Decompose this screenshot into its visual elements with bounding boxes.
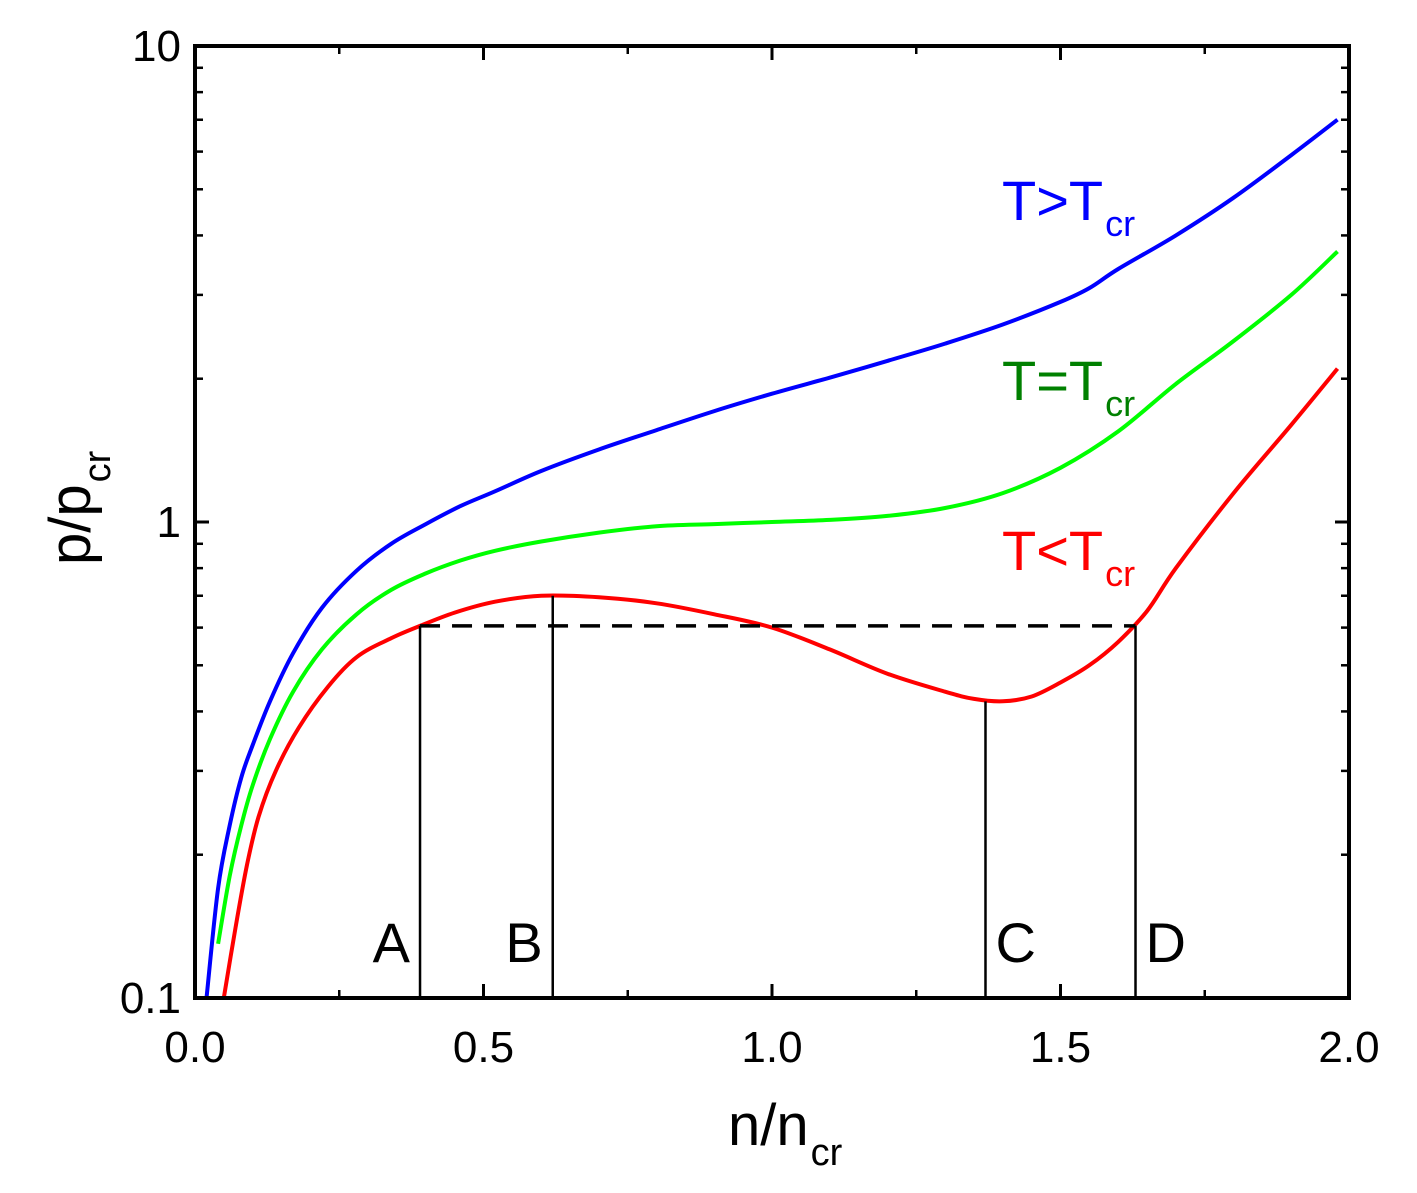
- series-t-below-tcr-line: [221, 367, 1340, 999]
- x-axis-title-main: n/n: [728, 1093, 809, 1158]
- y-tick-label: 1: [157, 498, 181, 547]
- x-axis-title-sub: cr: [811, 1132, 843, 1174]
- plot-area: [204, 118, 1340, 999]
- series-t-below-tcr-label: T<Tcr: [1002, 519, 1135, 594]
- y-axis-title-main: p/p: [38, 484, 103, 565]
- series-t-below-tcr-label-sub: cr: [1105, 553, 1135, 594]
- y-axis-title-sub: cr: [77, 450, 119, 482]
- marker-label-c: C: [995, 911, 1035, 974]
- series-t-equal-tcr-label-main: T=T: [1002, 349, 1103, 412]
- x-tick-label: 0.5: [453, 1023, 514, 1072]
- series-t-above-tcr-label: T>Tcr: [1002, 169, 1135, 244]
- x-tick-label: 1.5: [1030, 1023, 1091, 1072]
- series-t-equal-tcr-line: [216, 250, 1339, 945]
- y-axis-title: p/pcr: [38, 450, 119, 565]
- x-axis-title: n/ncr: [728, 1093, 843, 1174]
- series-t-below-tcr-label-main: T<T: [1002, 519, 1103, 582]
- series-t-above-tcr-label-main: T>T: [1002, 169, 1103, 232]
- y-tick-label: 0.1: [120, 974, 181, 1023]
- marker-label-a: A: [373, 911, 411, 974]
- series-t-above-tcr-line: [204, 118, 1339, 999]
- x-tick-label: 2.0: [1318, 1023, 1379, 1072]
- series-t-equal-tcr-label-sub: cr: [1105, 383, 1135, 424]
- y-tick-label: 10: [132, 22, 181, 71]
- marker-label-b: B: [505, 911, 542, 974]
- series-t-equal-tcr-label: T=Tcr: [1002, 349, 1135, 424]
- axis-ticks: [193, 44, 1351, 1000]
- x-tick-label: 1.0: [741, 1023, 802, 1072]
- x-tick-label: 0.0: [164, 1023, 225, 1072]
- marker-label-d: D: [1146, 911, 1186, 974]
- series-t-above-tcr-label-sub: cr: [1105, 203, 1135, 244]
